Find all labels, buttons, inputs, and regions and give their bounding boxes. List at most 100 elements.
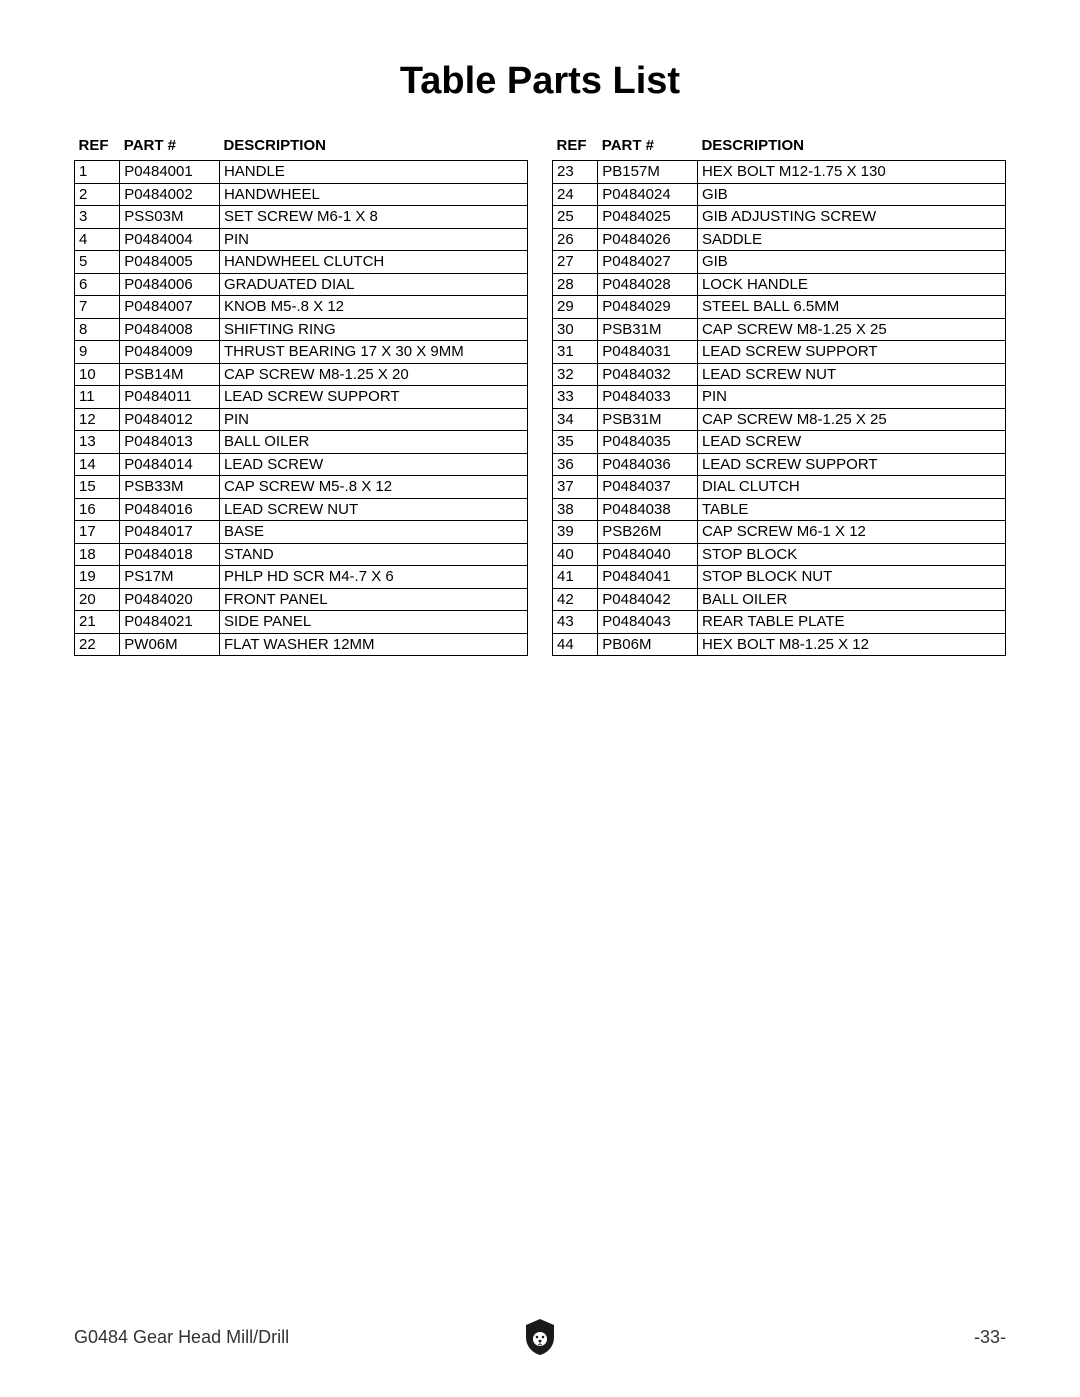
cell-ref: 34 (553, 408, 598, 431)
left-column: REF PART # DESCRIPTION 1P0484001HANDLE2P… (74, 133, 528, 656)
cell-part: P0484040 (598, 543, 698, 566)
cell-ref: 37 (553, 476, 598, 499)
cell-part: P0484002 (120, 183, 220, 206)
cell-desc: PHLP HD SCR M4-.7 X 6 (219, 566, 527, 589)
cell-part: P0484028 (598, 273, 698, 296)
cell-part: P0484007 (120, 296, 220, 319)
table-row: 9P0484009THRUST BEARING 17 X 30 X 9MM (75, 341, 528, 364)
cell-part: P0484001 (120, 161, 220, 184)
cell-part: P0484042 (598, 588, 698, 611)
cell-part: P0484012 (120, 408, 220, 431)
cell-desc: SIDE PANEL (219, 611, 527, 634)
table-row: 23PB157MHEX BOLT M12-1.75 X 130 (553, 161, 1006, 184)
table-row: 1P0484001HANDLE (75, 161, 528, 184)
col-header-ref: REF (553, 133, 598, 161)
cell-desc: BALL OILER (219, 431, 527, 454)
table-row: 43P0484043REAR TABLE PLATE (553, 611, 1006, 634)
cell-ref: 13 (75, 431, 120, 454)
cell-ref: 20 (75, 588, 120, 611)
cell-desc: LOCK HANDLE (697, 273, 1005, 296)
cell-ref: 27 (553, 251, 598, 274)
cell-desc: LEAD SCREW SUPPORT (219, 386, 527, 409)
table-row: 26P0484026SADDLE (553, 228, 1006, 251)
table-row: 30PSB31MCAP SCREW M8-1.25 X 25 (553, 318, 1006, 341)
cell-part: P0484029 (598, 296, 698, 319)
cell-ref: 30 (553, 318, 598, 341)
table-row: 17P0484017BASE (75, 521, 528, 544)
page-title: Table Parts List (74, 60, 1006, 103)
cell-part: P0484041 (598, 566, 698, 589)
cell-ref: 16 (75, 498, 120, 521)
cell-part: P0484021 (120, 611, 220, 634)
cell-desc: STOP BLOCK NUT (697, 566, 1005, 589)
cell-desc: SET SCREW M6-1 X 8 (219, 206, 527, 229)
cell-desc: REAR TABLE PLATE (697, 611, 1005, 634)
cell-part: P0484020 (120, 588, 220, 611)
cell-desc: LEAD SCREW SUPPORT (697, 453, 1005, 476)
table-row: 4P0484004PIN (75, 228, 528, 251)
table-row: 35P0484035LEAD SCREW (553, 431, 1006, 454)
cell-ref: 7 (75, 296, 120, 319)
cell-ref: 10 (75, 363, 120, 386)
cell-desc: GRADUATED DIAL (219, 273, 527, 296)
cell-desc: GIB (697, 251, 1005, 274)
cell-desc: HANDWHEEL (219, 183, 527, 206)
cell-part: P0484043 (598, 611, 698, 634)
table-row: 34PSB31MCAP SCREW M8-1.25 X 25 (553, 408, 1006, 431)
cell-ref: 22 (75, 633, 120, 656)
cell-desc: LEAD SCREW (219, 453, 527, 476)
cell-part: P0484024 (598, 183, 698, 206)
cell-ref: 4 (75, 228, 120, 251)
cell-part: P0484031 (598, 341, 698, 364)
cell-desc: KNOB M5-.8 X 12 (219, 296, 527, 319)
footer-logo (520, 1317, 560, 1357)
cell-part: PB157M (598, 161, 698, 184)
table-row: 21P0484021SIDE PANEL (75, 611, 528, 634)
table-row: 12P0484012PIN (75, 408, 528, 431)
cell-part: P0484016 (120, 498, 220, 521)
cell-part: PSB26M (598, 521, 698, 544)
cell-part: P0484013 (120, 431, 220, 454)
table-row: 22PW06MFLAT WASHER 12MM (75, 633, 528, 656)
table-header-row: REF PART # DESCRIPTION (75, 133, 528, 161)
right-column: REF PART # DESCRIPTION 23PB157MHEX BOLT … (552, 133, 1006, 656)
footer-left-text: G0484 Gear Head Mill/Drill (74, 1327, 520, 1348)
table-row: 6P0484006GRADUATED DIAL (75, 273, 528, 296)
cell-ref: 3 (75, 206, 120, 229)
table-row: 42P0484042BALL OILER (553, 588, 1006, 611)
cell-desc: LEAD SCREW NUT (219, 498, 527, 521)
table-row: 36P0484036LEAD SCREW SUPPORT (553, 453, 1006, 476)
cell-part: P0484005 (120, 251, 220, 274)
table-row: 40P0484040STOP BLOCK (553, 543, 1006, 566)
cell-ref: 32 (553, 363, 598, 386)
cell-ref: 26 (553, 228, 598, 251)
cell-ref: 35 (553, 431, 598, 454)
table-row: 14P0484014LEAD SCREW (75, 453, 528, 476)
cell-part: PSB31M (598, 318, 698, 341)
table-row: 33P0484033PIN (553, 386, 1006, 409)
cell-part: P0484037 (598, 476, 698, 499)
cell-desc: LEAD SCREW NUT (697, 363, 1005, 386)
parts-table-right: REF PART # DESCRIPTION 23PB157MHEX BOLT … (552, 133, 1006, 656)
col-header-part: PART # (120, 133, 220, 161)
cell-desc: STAND (219, 543, 527, 566)
table-row: 27P0484027GIB (553, 251, 1006, 274)
cell-ref: 40 (553, 543, 598, 566)
table-row: 24P0484024GIB (553, 183, 1006, 206)
cell-part: P0484038 (598, 498, 698, 521)
cell-desc: LEAD SCREW SUPPORT (697, 341, 1005, 364)
cell-ref: 5 (75, 251, 120, 274)
cell-desc: HEX BOLT M12-1.75 X 130 (697, 161, 1005, 184)
cell-ref: 41 (553, 566, 598, 589)
col-header-desc: DESCRIPTION (697, 133, 1005, 161)
cell-part: P0484026 (598, 228, 698, 251)
cell-part: P0484018 (120, 543, 220, 566)
cell-desc: SADDLE (697, 228, 1005, 251)
cell-ref: 44 (553, 633, 598, 656)
cell-ref: 42 (553, 588, 598, 611)
table-row: 8P0484008SHIFTING RING (75, 318, 528, 341)
cell-desc: CAP SCREW M8-1.25 X 25 (697, 408, 1005, 431)
cell-desc: GIB (697, 183, 1005, 206)
cell-desc: BASE (219, 521, 527, 544)
cell-part: PW06M (120, 633, 220, 656)
